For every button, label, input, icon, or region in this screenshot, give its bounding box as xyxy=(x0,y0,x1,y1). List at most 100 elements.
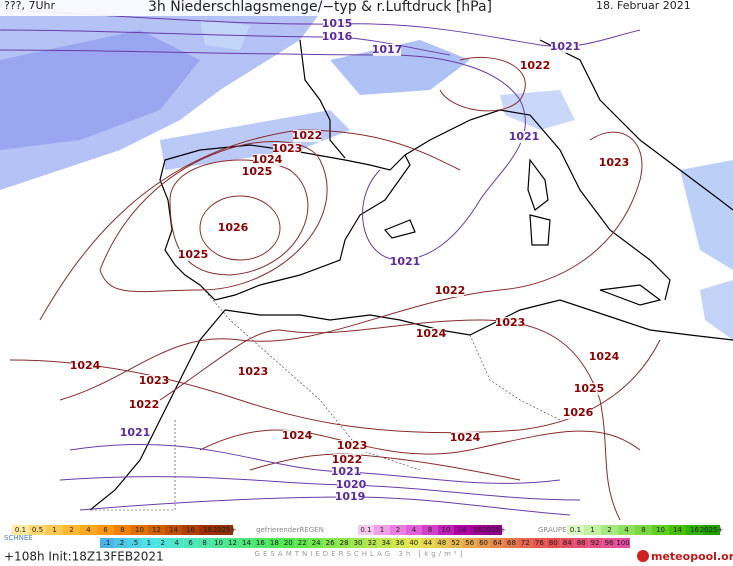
legend-step: 4 xyxy=(412,526,417,534)
legend-step: 64 xyxy=(493,539,502,547)
legend-cell xyxy=(652,525,669,535)
legend-cell xyxy=(97,525,114,535)
legend-name: SCHNEE xyxy=(4,534,33,542)
isobar-label: 1026 xyxy=(218,221,249,234)
precipitation xyxy=(0,0,733,340)
isobar-label: 1015 xyxy=(322,17,353,30)
isobar-label: 1024 xyxy=(252,153,283,166)
legend-cell xyxy=(476,538,491,548)
isobar-label: 1023 xyxy=(599,156,630,169)
legend-cell xyxy=(131,525,148,535)
legend-cell xyxy=(374,525,390,535)
legend-step: 16 xyxy=(186,526,195,534)
legend-cell xyxy=(438,525,454,535)
isobar-label: 1025 xyxy=(242,165,273,178)
legend-cell xyxy=(686,525,703,535)
legend-cell xyxy=(295,538,310,548)
isobar-label: 1019 xyxy=(335,490,366,503)
legend-cell xyxy=(406,525,422,535)
legend-step: 14 xyxy=(673,526,682,534)
legend-cell xyxy=(100,538,114,548)
isobar-label-bg xyxy=(575,383,603,395)
legend-step: 14 xyxy=(458,526,467,534)
legend-step: 8 xyxy=(120,526,124,534)
legend-cell xyxy=(546,538,561,548)
legend-cell xyxy=(616,538,630,548)
brand: meteopool.org xyxy=(651,550,733,563)
isobar-label: 1023 xyxy=(139,374,170,387)
isobar-label-bg xyxy=(336,491,364,503)
isobar-label-bg xyxy=(253,154,281,166)
legend-cell xyxy=(358,525,374,535)
isobar-label-bg xyxy=(337,479,365,491)
isobar-label: 1026 xyxy=(563,406,594,419)
isobar-label-bg xyxy=(451,432,479,444)
legend: 0.1 0.5 1 2 4 6 8 10 12 14 16 18 2025+SCHNEEgefriere… xyxy=(4,525,723,558)
legend-cell xyxy=(390,525,406,535)
legend-step: 4 xyxy=(86,526,91,534)
isobar-label-bg xyxy=(391,256,419,268)
legend-step: 2 xyxy=(607,526,611,534)
legend-step: 52 xyxy=(451,539,460,547)
legend-step: 80 xyxy=(549,539,558,547)
isobar-label-bg xyxy=(323,31,351,43)
legend-step: 8 xyxy=(428,526,432,534)
coastlines xyxy=(89,39,733,511)
isobar-label-bg xyxy=(600,157,628,169)
legend-step: 2 xyxy=(161,539,165,547)
legend-cell xyxy=(454,525,470,535)
legend-cell xyxy=(216,525,233,535)
legend-cell xyxy=(63,525,80,535)
isobar-label-bg xyxy=(293,130,321,142)
legend-name: gefrierenderREGEN xyxy=(256,526,324,534)
isobar-label-bg xyxy=(140,375,168,387)
legend-cell xyxy=(253,538,268,548)
isobar-label: 1021 xyxy=(390,255,421,268)
isobar-label: 1022 xyxy=(520,59,551,72)
legend-step: 8 xyxy=(641,526,645,534)
legend-cell xyxy=(12,525,29,535)
legend-step: 20 xyxy=(284,539,293,547)
isobar-label-bg xyxy=(417,328,445,340)
legend-step: 16 xyxy=(256,539,265,547)
legend-step: 12 xyxy=(152,526,161,534)
isobar-label: 1021 xyxy=(550,40,581,53)
legend-cell xyxy=(29,525,46,535)
legend-cell xyxy=(567,525,584,535)
borders xyxy=(90,284,561,511)
legend-cell xyxy=(183,538,198,548)
legend-cell xyxy=(601,525,618,535)
header-bar xyxy=(0,0,733,16)
legend-step: 4 xyxy=(174,539,179,547)
legend-cell xyxy=(584,525,601,535)
legend-cell xyxy=(420,538,435,548)
legend-cell xyxy=(470,525,486,535)
legend-step: 14 xyxy=(169,526,178,534)
legend-step: 48 xyxy=(437,539,446,547)
legend-step: 0.5 xyxy=(32,526,43,534)
legend-cell xyxy=(635,525,652,535)
legend-cell xyxy=(148,525,165,535)
legend-step: 96 xyxy=(605,539,614,547)
legend-step: 40 xyxy=(409,539,418,547)
legend-cell xyxy=(703,525,720,535)
legend-step: 18 xyxy=(270,539,279,547)
legend-step: 10 xyxy=(214,539,223,547)
legend-cell xyxy=(392,538,407,548)
legend-cell xyxy=(351,538,365,548)
legend-step: 1 xyxy=(380,526,384,534)
legend-step: 2025+ xyxy=(482,526,506,534)
isobar-label: 1016 xyxy=(322,30,353,43)
legend-cell xyxy=(127,538,142,548)
isobar-label: 1023 xyxy=(337,439,368,452)
legend-cell xyxy=(309,538,324,548)
isobar-label-bg xyxy=(564,407,592,419)
isobar-label-bg xyxy=(551,41,579,53)
legend-cell xyxy=(169,538,184,548)
legend-step: 32 xyxy=(368,539,377,547)
legend-step: 6 xyxy=(188,539,193,547)
legend-step: 34 xyxy=(381,539,390,547)
isobar-label: 1025 xyxy=(178,248,209,261)
